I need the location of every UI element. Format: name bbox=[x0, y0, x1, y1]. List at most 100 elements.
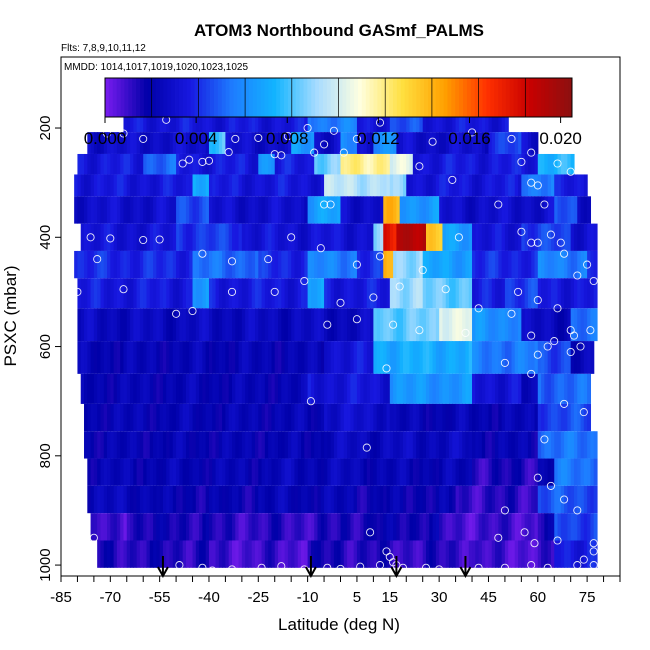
heatmap-cell bbox=[445, 431, 450, 459]
heatmap-cell bbox=[541, 341, 545, 374]
colorbar-segment bbox=[221, 78, 227, 117]
heatmap-cell bbox=[202, 341, 207, 374]
heatmap-cell bbox=[399, 153, 404, 175]
heatmap-cell bbox=[156, 373, 161, 404]
heatmap-cell bbox=[445, 113, 450, 133]
heatmap-cell bbox=[350, 458, 355, 486]
heatmap-cell bbox=[399, 113, 404, 133]
heatmap-cell bbox=[297, 174, 302, 197]
heatmap-cell bbox=[488, 250, 493, 279]
heatmap-cell bbox=[271, 153, 276, 175]
heatmap-cell bbox=[442, 458, 447, 486]
heatmap-cell bbox=[297, 278, 302, 309]
heatmap-cell bbox=[116, 174, 121, 197]
heatmap-cell bbox=[192, 250, 197, 279]
data-point bbox=[540, 435, 549, 444]
heatmap-cell bbox=[231, 153, 236, 175]
heatmap-cell bbox=[472, 153, 476, 175]
heatmap-cell bbox=[116, 196, 121, 224]
heatmap-cell bbox=[301, 341, 305, 374]
data-point bbox=[283, 132, 292, 141]
heatmap-cell bbox=[554, 153, 559, 175]
heatmap-cell bbox=[139, 223, 144, 251]
heatmap-cell bbox=[212, 153, 217, 175]
data-point bbox=[106, 234, 115, 243]
heatmap-cell bbox=[133, 540, 138, 568]
heatmap-cell bbox=[153, 373, 157, 404]
heatmap-cell bbox=[182, 540, 187, 568]
heatmap-cell bbox=[402, 196, 407, 224]
heatmap-cell bbox=[159, 373, 164, 404]
heatmap-cell bbox=[258, 485, 263, 514]
heatmap-cell bbox=[475, 373, 480, 404]
heatmap-cell bbox=[169, 485, 174, 514]
heatmap-cell bbox=[557, 196, 562, 224]
heatmap-cell bbox=[182, 174, 187, 197]
heatmap-cell bbox=[251, 153, 256, 175]
heatmap-cell bbox=[478, 308, 483, 342]
heatmap-cell bbox=[570, 308, 575, 342]
heatmap-cell bbox=[475, 250, 480, 279]
heatmap-cell bbox=[511, 403, 516, 432]
heatmap-cell bbox=[337, 485, 342, 514]
heatmap-cell bbox=[504, 278, 509, 309]
heatmap-cell bbox=[120, 196, 125, 224]
heatmap-cell bbox=[412, 223, 417, 251]
heatmap-cell bbox=[570, 513, 575, 541]
heatmap-cell bbox=[544, 485, 549, 514]
heatmap-cell bbox=[583, 540, 588, 568]
heatmap-cell bbox=[370, 373, 374, 404]
heatmap-cell bbox=[195, 403, 200, 432]
heatmap-cell bbox=[182, 196, 187, 224]
heatmap-cell bbox=[271, 223, 276, 251]
heatmap-cell bbox=[425, 308, 430, 342]
heatmap-cell bbox=[317, 132, 322, 154]
heatmap-cell bbox=[534, 278, 539, 309]
heatmap-cell bbox=[419, 153, 424, 175]
colorbar-segment bbox=[210, 78, 215, 117]
heatmap-cell bbox=[557, 174, 562, 197]
heatmap-cell bbox=[557, 153, 562, 175]
heatmap-cell bbox=[422, 431, 427, 459]
colorbar-segment bbox=[136, 78, 141, 117]
heatmap-cell bbox=[301, 113, 305, 133]
heatmap-cell bbox=[314, 373, 319, 404]
heatmap-cell bbox=[337, 308, 342, 342]
data-point bbox=[185, 155, 194, 164]
heatmap-cell bbox=[130, 278, 134, 309]
heatmap-cell bbox=[228, 341, 233, 374]
heatmap-cell bbox=[458, 513, 463, 541]
heatmap-cell bbox=[429, 513, 434, 541]
heatmap-cell bbox=[130, 153, 134, 175]
heatmap-cell bbox=[241, 113, 246, 133]
heatmap-cell bbox=[241, 223, 246, 251]
heatmap-cell bbox=[333, 278, 338, 309]
heatmap-cell bbox=[472, 278, 476, 309]
heatmap-cell bbox=[531, 403, 536, 432]
heatmap-cell bbox=[251, 132, 256, 154]
heatmap-cell bbox=[113, 540, 118, 568]
heatmap-cell bbox=[557, 373, 562, 404]
heatmap-cell bbox=[87, 431, 92, 459]
heatmap-cell bbox=[531, 485, 536, 514]
heatmap-cell bbox=[514, 540, 519, 568]
heatmap-cell bbox=[100, 174, 105, 197]
heatmap-cell bbox=[264, 485, 269, 514]
heatmap-cell bbox=[251, 174, 256, 197]
heatmap-cell bbox=[373, 373, 378, 404]
heatmap-cell bbox=[452, 403, 457, 432]
heatmap-cell bbox=[379, 431, 384, 459]
heatmap-cell bbox=[179, 403, 184, 432]
heatmap-cell bbox=[320, 513, 325, 541]
heatmap-cell bbox=[146, 250, 151, 279]
heatmap-cell bbox=[212, 341, 217, 374]
y-axis-label: PSXC (mbar) bbox=[1, 265, 20, 366]
heatmap-cell bbox=[159, 485, 164, 514]
heatmap-cell bbox=[366, 196, 371, 224]
heatmap-cell bbox=[320, 113, 325, 133]
heatmap-cell bbox=[291, 308, 296, 342]
heatmap-cell bbox=[429, 341, 434, 374]
heatmap-cell bbox=[255, 341, 259, 374]
heatmap-cell bbox=[478, 223, 483, 251]
colorbar-segment bbox=[167, 78, 172, 117]
